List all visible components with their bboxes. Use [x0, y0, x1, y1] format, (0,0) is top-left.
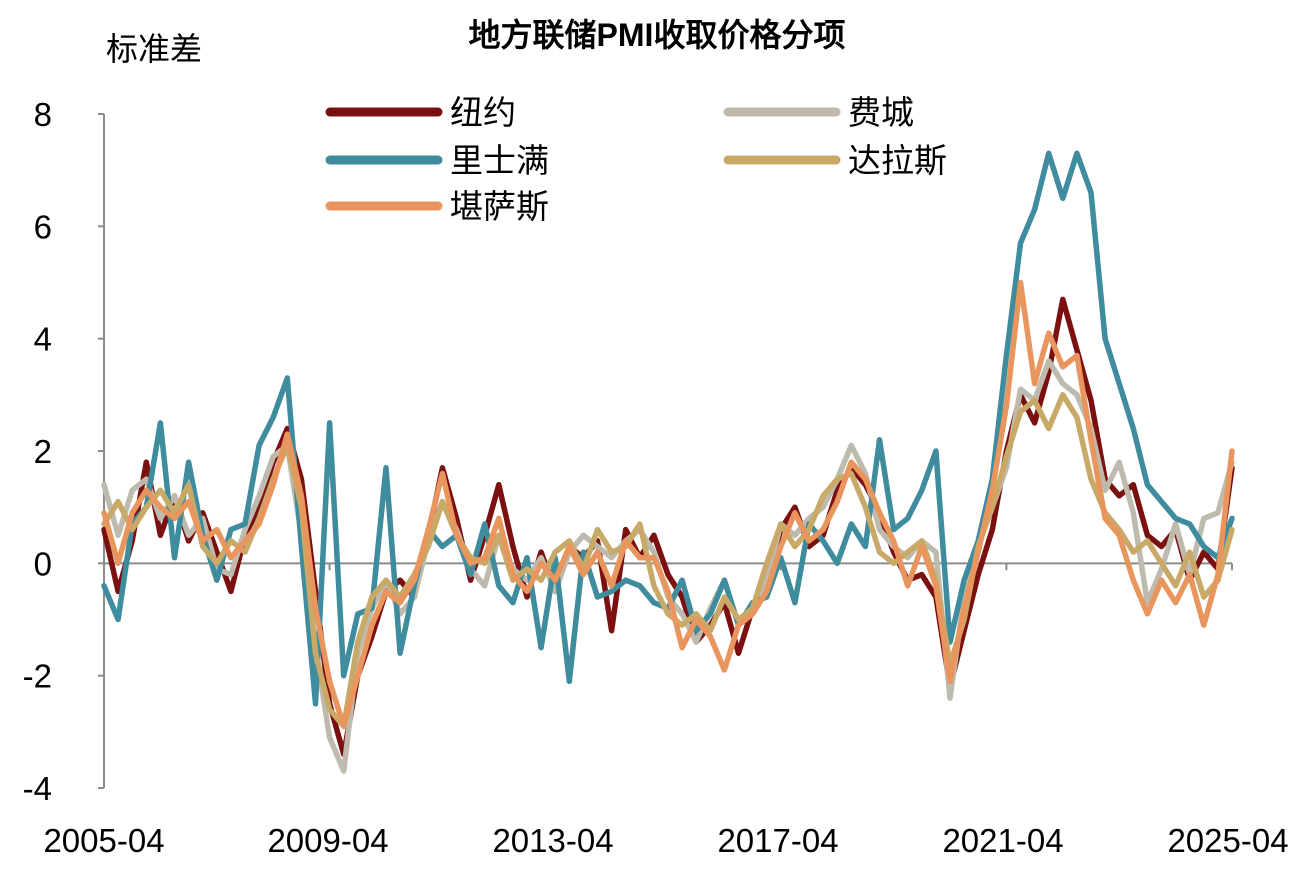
y-axis-unit-label: 标准差 [106, 31, 202, 67]
x-tick-label: 2017-04 [717, 822, 838, 859]
series-line-4 [101, 279, 1235, 729]
y-tick-label: -4 [23, 770, 52, 807]
x-tick-label: 2025-04 [1167, 822, 1288, 859]
y-tick-label: 6 [34, 208, 52, 245]
series-line-2 [101, 150, 1235, 707]
x-tick-label: 2009-04 [267, 822, 388, 859]
x-tick-label: 2005-04 [43, 822, 164, 859]
axes-layer [98, 113, 1233, 789]
legend-label-2: 里士满 [450, 142, 549, 179]
legend-label-3: 达拉斯 [848, 142, 947, 179]
legend-label-4: 堪萨斯 [450, 188, 549, 225]
series-line-3 [101, 392, 1235, 729]
y-tick-label: 2 [34, 433, 52, 470]
series-layer [101, 150, 1235, 774]
tick-labels: 8 6 4 2 0 -2 -4 2005-04 2009-04 2013-04 2017-04 202… [23, 96, 1289, 859]
chart-title: 地方联储PMI收取价格分项 [469, 17, 846, 53]
y-tick-label: -2 [23, 658, 52, 695]
legend-label-0: 纽约 [450, 94, 516, 131]
legend-label-1: 费城 [848, 94, 914, 131]
y-tick-label: 8 [34, 96, 52, 133]
y-tick-label: 4 [34, 321, 52, 358]
x-tick-label: 2013-04 [492, 822, 613, 859]
y-tick-label: 0 [34, 545, 52, 582]
x-tick-label: 2021-04 [942, 822, 1063, 859]
